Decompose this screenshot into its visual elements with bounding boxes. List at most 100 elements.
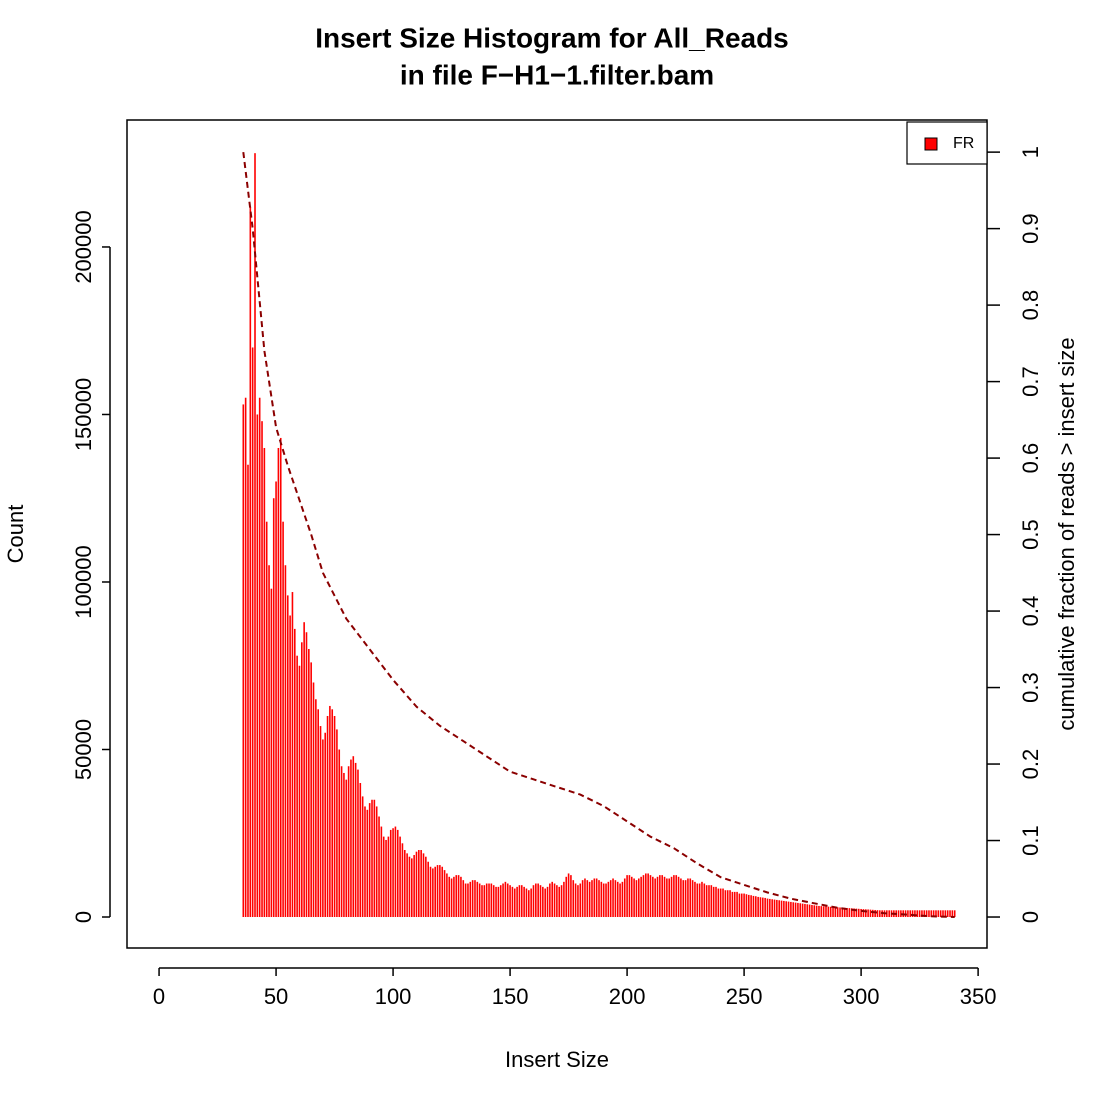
bar (272, 498, 275, 918)
plot-frame (126, 119, 988, 949)
y2-tick-label: 0.5 (1018, 519, 1043, 550)
bar (525, 888, 528, 918)
bar (717, 888, 720, 918)
bar (298, 665, 301, 918)
bar (900, 910, 902, 918)
bar (953, 910, 956, 918)
bar (588, 881, 591, 918)
bar (392, 828, 394, 918)
bar (937, 910, 940, 918)
bar (619, 883, 621, 918)
bar (909, 910, 912, 918)
bar (701, 881, 703, 918)
bar (279, 437, 282, 918)
bar (448, 876, 451, 918)
bar (935, 910, 937, 918)
bar (928, 910, 930, 918)
bar (544, 888, 546, 918)
bar (614, 880, 617, 918)
bar (853, 908, 855, 918)
x-tick-label: 100 (375, 984, 412, 1009)
bar (551, 881, 554, 918)
legend-box (906, 121, 988, 165)
bar (766, 898, 769, 918)
bar (432, 868, 434, 918)
bar (373, 799, 376, 918)
bar (270, 588, 273, 918)
bar (446, 873, 448, 918)
bar (907, 910, 909, 918)
bar (911, 910, 914, 918)
bar (528, 890, 530, 918)
bar (872, 909, 874, 918)
bar (762, 897, 764, 918)
bar (663, 876, 666, 918)
bar (375, 806, 378, 918)
bar (523, 886, 525, 918)
bar (406, 853, 408, 918)
bar (698, 883, 701, 918)
bar (743, 893, 745, 918)
bar (612, 878, 614, 918)
bar (331, 709, 334, 918)
bar (918, 910, 921, 918)
bar (453, 876, 455, 918)
bar (371, 799, 373, 918)
bar (801, 903, 804, 918)
bar (771, 899, 773, 918)
bar (413, 855, 415, 918)
bar (410, 858, 413, 918)
y2-tick-label: 0.2 (1018, 749, 1043, 780)
y-tick-label: 0 (71, 911, 96, 923)
bar (860, 908, 862, 918)
bar (787, 901, 790, 918)
bar (242, 404, 245, 918)
bar (780, 900, 783, 918)
bar (790, 901, 792, 918)
bar (806, 904, 809, 918)
bar (689, 878, 692, 918)
bar (729, 890, 731, 918)
bar (829, 906, 832, 918)
bar (652, 876, 654, 918)
bar (815, 905, 818, 918)
bar (642, 875, 645, 918)
bar (542, 886, 544, 918)
bar (586, 880, 589, 918)
bar (495, 886, 497, 918)
bar (476, 881, 479, 918)
bar (855, 908, 858, 918)
bar (932, 910, 935, 918)
bar (595, 878, 598, 918)
legend-label: FR (953, 135, 974, 152)
bar (289, 615, 291, 918)
bar (769, 898, 771, 918)
bar (401, 843, 404, 918)
bar (520, 885, 523, 918)
bar (394, 826, 397, 918)
bar (275, 481, 277, 918)
bar (951, 910, 954, 918)
bar (825, 906, 827, 918)
bar (467, 883, 469, 918)
bar (944, 910, 947, 918)
bar (560, 885, 563, 918)
bar (352, 756, 355, 918)
y2-tick-label: 0.7 (1018, 366, 1043, 397)
bar (645, 873, 647, 918)
bar (869, 909, 872, 918)
bar (361, 796, 364, 918)
bar (621, 881, 624, 918)
bar (630, 876, 633, 918)
bar (925, 910, 928, 918)
bar (673, 875, 675, 918)
bar (277, 447, 280, 918)
bar (605, 883, 607, 918)
bar (661, 875, 663, 918)
bar (310, 662, 312, 918)
bar (834, 907, 837, 918)
bar (457, 875, 460, 918)
bar (607, 881, 610, 918)
bar (839, 907, 841, 918)
